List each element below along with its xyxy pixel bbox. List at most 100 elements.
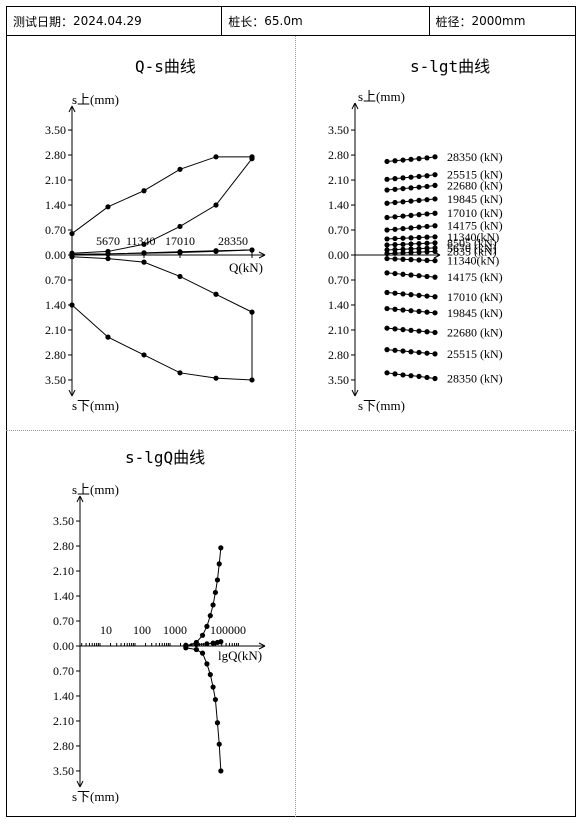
data-point (384, 158, 390, 165)
data-point (105, 248, 111, 255)
y-tick-label: 2.10 (53, 714, 74, 728)
data-point (141, 250, 147, 256)
data-point (416, 184, 422, 190)
data-point (210, 602, 216, 608)
y-axis-arrow-bottom (71, 389, 76, 397)
data-point (249, 309, 255, 315)
y-tick-label: 2.80 (45, 148, 66, 162)
data-point (177, 166, 183, 172)
test-date-value: 2024.04.29 (73, 14, 142, 28)
data-point (408, 249, 414, 256)
data-point (69, 302, 75, 308)
data-point (424, 350, 430, 356)
load-curve-top-label: 5670 (kN) (447, 241, 497, 255)
data-point (400, 241, 406, 247)
data-point (392, 290, 398, 296)
load-curve-bottom-label: 19845 (kN) (447, 306, 503, 320)
data-point (392, 326, 398, 332)
data-point (384, 289, 390, 296)
data-point (416, 273, 422, 279)
y-tick-label: 3.50 (53, 514, 74, 528)
y-tick-label: 1.40 (53, 589, 74, 603)
data-point (424, 329, 430, 335)
x-axis-arrow (258, 642, 266, 647)
data-point (416, 245, 422, 252)
y-axis-label-bottom: s下(mm) (72, 789, 119, 804)
data-point (216, 561, 222, 567)
load-curve-top-label: 22680 (kN) (447, 178, 503, 192)
data-point (105, 204, 111, 210)
data-point (424, 223, 430, 230)
data-point (177, 223, 183, 230)
data-point (392, 250, 398, 256)
data-point (212, 696, 219, 703)
data-point (218, 768, 224, 774)
data-series-line (185, 647, 222, 771)
data-point (392, 158, 398, 164)
y-axis-label-bottom: s下(mm) (358, 398, 405, 413)
x-tick-label: 1000 (163, 623, 187, 637)
y-tick-label: 1.40 (45, 298, 66, 312)
load-curve-top-label: 11340(kN) (447, 230, 499, 244)
y-axis-arrow-top (71, 105, 76, 113)
y-tick-label: 0.00 (328, 248, 349, 262)
data-point (177, 273, 183, 280)
data-point (424, 309, 430, 315)
data-point (392, 256, 398, 262)
data-point (432, 248, 438, 255)
data-point (408, 174, 414, 180)
report-frame (6, 36, 576, 817)
data-point (199, 650, 206, 656)
pile-length-cell: 桩长： 65.0m (222, 7, 430, 35)
data-point (432, 172, 438, 178)
chart-title: s-lgt曲线 (410, 57, 490, 76)
data-point (416, 292, 422, 298)
data-point (424, 234, 430, 240)
data-point (408, 225, 414, 231)
data-point (392, 371, 398, 377)
y-axis-label-top: s上(mm) (72, 92, 119, 107)
data-point (384, 200, 390, 206)
data-point (432, 234, 438, 240)
data-series-line (185, 547, 222, 647)
data-point (392, 226, 398, 232)
data-point (204, 661, 210, 667)
y-tick-label: 3.50 (328, 123, 349, 137)
x-tick-label: 17010 (165, 234, 195, 248)
y-axis-label-top: s上(mm) (72, 482, 119, 497)
data-point (424, 257, 430, 263)
data-point (432, 258, 438, 264)
data-point (416, 212, 422, 218)
data-point (384, 176, 390, 182)
data-point (212, 589, 219, 596)
x-axis-arrow (258, 254, 266, 259)
data-point (69, 250, 75, 256)
y-axis-arrow-top (351, 102, 356, 110)
data-point (193, 641, 199, 648)
data-point (416, 240, 422, 247)
data-point (384, 305, 390, 312)
data-point (216, 741, 222, 747)
data-point (400, 157, 406, 163)
data-point (400, 199, 406, 205)
data-point (141, 259, 147, 265)
y-tick-label: 0.70 (45, 273, 66, 287)
y-tick-label: 2.10 (328, 173, 349, 187)
data-point (416, 197, 422, 203)
chart-title: Q-s曲线 (135, 57, 196, 76)
data-point (432, 310, 438, 316)
data-point (400, 348, 406, 354)
data-point (384, 247, 390, 253)
data-point (416, 349, 422, 356)
data-point (432, 294, 438, 300)
y-tick-label: 3.50 (53, 764, 74, 778)
data-point (416, 224, 422, 230)
data-point (424, 173, 430, 179)
data-point (392, 199, 398, 206)
data-point (213, 375, 219, 381)
data-point (408, 235, 414, 241)
pile-length-label: 桩长： (228, 14, 265, 29)
data-point (416, 308, 422, 315)
data-point (204, 623, 210, 629)
data-point (249, 154, 255, 160)
